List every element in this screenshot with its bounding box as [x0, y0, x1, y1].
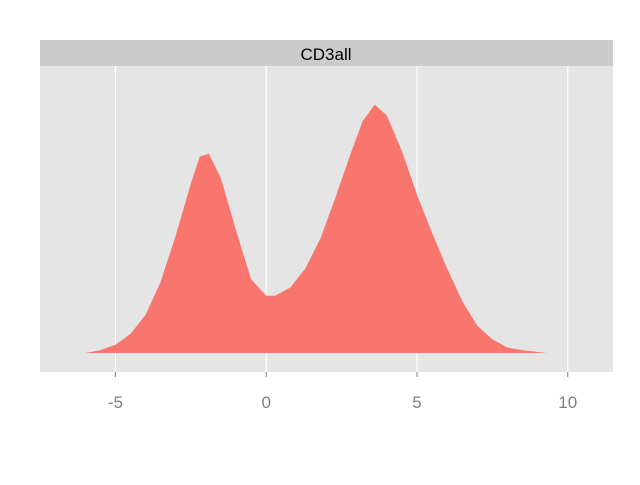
facet-strip: CD3all [40, 40, 613, 66]
facet-strip-label: CD3all [300, 45, 351, 64]
facet-strip-background [40, 40, 613, 66]
x-tick-label-0: -5 [108, 393, 123, 412]
x-axis: -5 0 5 10 [108, 372, 577, 412]
series-layer [85, 104, 547, 353]
density-area-0 [85, 104, 547, 353]
x-tick-label-2: 5 [412, 393, 421, 412]
x-tick-label-1: 0 [261, 393, 270, 412]
x-tick-label-3: 10 [558, 393, 577, 412]
